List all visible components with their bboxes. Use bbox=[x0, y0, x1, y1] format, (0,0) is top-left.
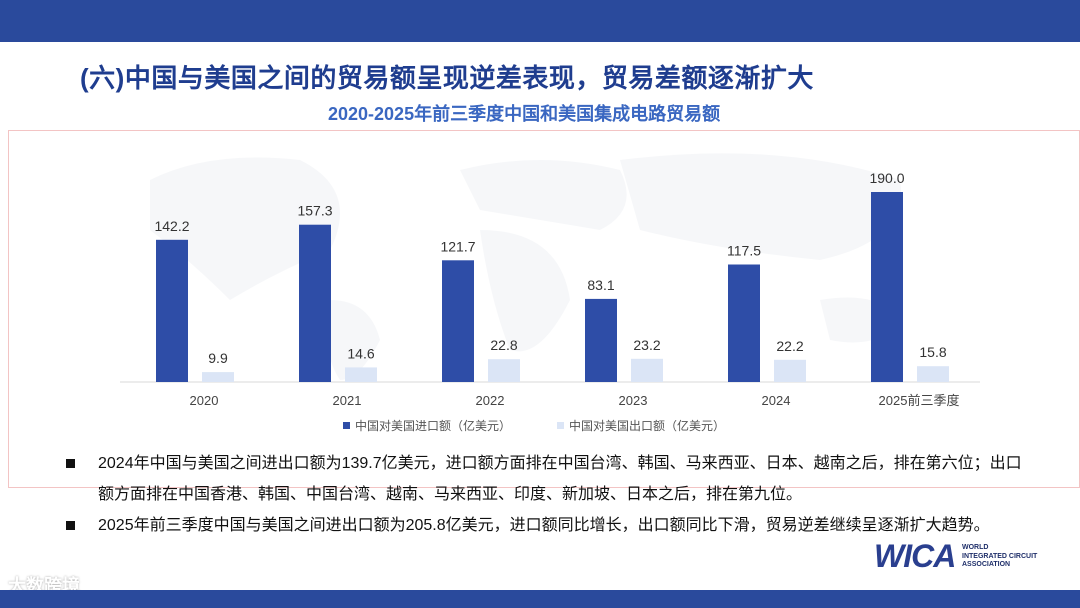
x-tick-label: 2021 bbox=[333, 393, 362, 408]
legend-label: 中国对美国出口额（亿美元） bbox=[569, 418, 725, 433]
world-map-background bbox=[150, 153, 901, 380]
bar-export-2024 bbox=[774, 359, 806, 382]
data-label: 157.3 bbox=[297, 203, 332, 219]
bar-import-2020 bbox=[156, 239, 188, 382]
x-tick-label: 2022 bbox=[476, 393, 505, 408]
bar-import-2025前三季度 bbox=[871, 192, 903, 382]
data-label: 23.2 bbox=[633, 337, 660, 353]
x-tick-label: 2025前三季度 bbox=[879, 393, 960, 408]
legend-swatch bbox=[343, 422, 350, 429]
bar-import-2022 bbox=[442, 260, 474, 382]
chart-title: 2020-2025年前三季度中国和美国集成电路贸易额 bbox=[328, 104, 721, 124]
data-label: 83.1 bbox=[587, 277, 614, 293]
bullet-text: 2024年中国与美国之间进出口额为139.7亿美元，进口额方面排在中国台湾、韩国… bbox=[98, 455, 1022, 503]
data-label: 142.2 bbox=[154, 218, 189, 234]
bar-import-2023 bbox=[585, 298, 617, 382]
data-label: 117.5 bbox=[727, 243, 761, 259]
data-label: 190.0 bbox=[869, 170, 904, 186]
wica-logo: WICA WORLD INTEGRATED CIRCUIT ASSOCIATIO… bbox=[874, 538, 1037, 575]
bar-chart: 142.2 9.9 157.3 14.6 121.7 22.8 83.1 23.2 117.5 2… bbox=[120, 153, 980, 433]
bullet-marker bbox=[66, 521, 75, 530]
wica-sub-line: WORLD bbox=[962, 544, 989, 551]
wica-logo-subtitle: WORLD INTEGRATED CIRCUIT ASSOCIATION bbox=[962, 544, 1037, 570]
legend-swatch bbox=[557, 422, 564, 429]
bar-export-2025前三季度 bbox=[917, 366, 949, 382]
data-label: 14.6 bbox=[347, 345, 374, 361]
data-label: 9.9 bbox=[208, 350, 228, 366]
bullet-2: 2025年前三季度中国与美国之间进出口额为205.8亿美元，进口额同比增长，出口… bbox=[66, 510, 1036, 541]
bar-export-2023 bbox=[631, 358, 663, 382]
bar-import-2024 bbox=[728, 264, 760, 382]
legend-label: 中国对美国进口额（亿美元） bbox=[355, 418, 511, 433]
data-label: 22.2 bbox=[776, 338, 803, 354]
data-label: 22.8 bbox=[490, 337, 517, 353]
x-tick-label: 2024 bbox=[762, 393, 791, 408]
bullet-text: 2025年前三季度中国与美国之间进出口额为205.8亿美元，进口额同比增长，出口… bbox=[98, 517, 990, 534]
x-tick-label: 2023 bbox=[619, 393, 648, 408]
wica-sub-line: INTEGRATED CIRCUIT bbox=[962, 552, 1038, 560]
wica-logo-text: WICA bbox=[874, 538, 956, 574]
bullet-1: 2024年中国与美国之间进出口额为139.7亿美元，进口额方面排在中国台湾、韩国… bbox=[66, 448, 1036, 510]
header-bar bbox=[0, 0, 1080, 42]
data-label: 15.8 bbox=[919, 344, 946, 360]
bar-export-2022 bbox=[488, 359, 520, 382]
wica-sub-line: ASSOCIATION bbox=[962, 561, 1011, 568]
x-tick-label: 2020 bbox=[190, 393, 219, 408]
data-label: 121.7 bbox=[440, 238, 475, 254]
bar-export-2021 bbox=[345, 367, 377, 382]
slide-title: (六)中国与美国之间的贸易额呈现逆差表现，贸易差额逐渐扩大 bbox=[80, 63, 814, 93]
bar-import-2021 bbox=[299, 224, 331, 382]
bar-export-2020 bbox=[202, 372, 234, 382]
bullet-marker bbox=[66, 459, 75, 468]
footer-bar bbox=[0, 590, 1080, 608]
